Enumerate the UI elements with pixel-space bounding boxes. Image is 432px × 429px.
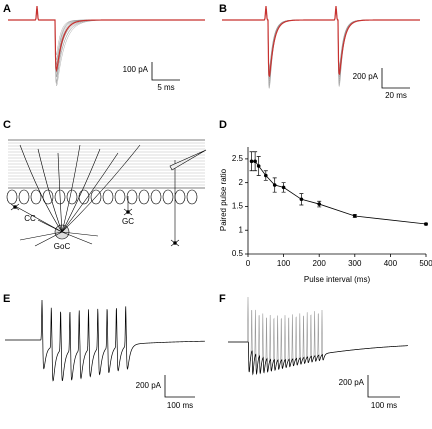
cell-body xyxy=(10,203,20,211)
dendrite xyxy=(61,144,141,233)
scale-bar xyxy=(367,375,400,398)
trace xyxy=(222,5,420,79)
scale-bar xyxy=(151,62,180,81)
dendrite xyxy=(57,152,63,233)
dendrite xyxy=(61,144,81,233)
granule-cell xyxy=(174,189,186,205)
data-point xyxy=(299,197,304,202)
scale-label: 100 pA xyxy=(123,65,149,74)
scale-label: 200 pA xyxy=(353,72,379,81)
trace xyxy=(222,5,420,76)
x-tick-label: 200 xyxy=(313,259,327,268)
dendrite xyxy=(19,231,63,241)
dendrite xyxy=(61,152,119,233)
diagram-label: GoC xyxy=(54,242,71,251)
circuit-diagram xyxy=(6,139,207,247)
scale-label: 100 ms xyxy=(371,401,397,410)
granule-cell xyxy=(66,189,78,205)
granule-cell xyxy=(126,189,138,205)
y-tick-label: 1 xyxy=(239,225,244,234)
y-tick-label: 2.5 xyxy=(232,154,244,163)
cell-bodies xyxy=(10,203,180,247)
x-axis-title: Pulse interval (ms) xyxy=(304,275,371,284)
trace xyxy=(222,5,420,83)
mean-trace xyxy=(8,5,205,73)
trace xyxy=(222,5,420,85)
granule-cell xyxy=(162,189,174,205)
trace xyxy=(228,341,409,376)
y-axis-title: Paired pulse ratio xyxy=(219,168,228,231)
dendrites xyxy=(19,144,141,247)
data-point xyxy=(249,159,254,164)
panel-label: A xyxy=(3,3,11,15)
scale-bar xyxy=(164,375,195,398)
scale-label: 20 ms xyxy=(385,91,407,100)
trace xyxy=(222,5,420,81)
panel-label: C xyxy=(3,119,11,131)
x-tick-label: 300 xyxy=(348,259,362,268)
trace xyxy=(222,5,420,78)
dendrite xyxy=(37,148,63,233)
granule-cell xyxy=(150,189,162,205)
dendrite xyxy=(61,231,93,245)
granule-cells xyxy=(6,189,198,205)
mean-trace xyxy=(222,5,420,78)
panel-label: D xyxy=(219,119,227,131)
data-point xyxy=(256,164,261,168)
x-tick-label: 400 xyxy=(384,259,398,268)
x-tick-label: 500 xyxy=(419,259,432,268)
trace xyxy=(5,299,205,382)
data-line xyxy=(251,160,427,225)
scale-label: 200 pA xyxy=(339,378,365,387)
data-point xyxy=(281,185,286,190)
dendrite xyxy=(19,144,63,233)
panel-label: E xyxy=(3,293,10,305)
trace xyxy=(222,5,420,72)
granule-cell xyxy=(42,189,54,205)
data-point xyxy=(317,202,322,206)
granule-cell xyxy=(6,189,18,205)
trace xyxy=(222,5,420,74)
trace xyxy=(228,296,409,376)
dendrite xyxy=(34,231,63,247)
trace xyxy=(222,5,420,70)
y-tick-label: 0.5 xyxy=(232,249,244,258)
x-tick-label: 100 xyxy=(277,259,291,268)
trace xyxy=(222,5,420,68)
granule-cell xyxy=(186,189,198,205)
x-tick-label: 0 xyxy=(246,259,251,268)
diagram-label: GC xyxy=(122,217,134,226)
granule-cell xyxy=(138,189,150,205)
dendrite xyxy=(61,148,101,233)
y-tick-label: 1.5 xyxy=(232,202,244,211)
panel-label: F xyxy=(219,293,226,305)
pipette xyxy=(169,149,207,171)
diagram-label: CC xyxy=(24,214,36,223)
scale-bar xyxy=(381,68,410,89)
granule-cell xyxy=(18,189,30,205)
axon xyxy=(14,205,63,233)
granule-cell xyxy=(90,189,102,205)
data-point xyxy=(264,173,268,178)
granule-cell xyxy=(30,189,42,205)
y-tick-label: 2 xyxy=(239,178,244,187)
data-point xyxy=(353,214,357,218)
data-point xyxy=(424,222,428,226)
scale-label: 200 pA xyxy=(136,381,162,390)
granule-cell xyxy=(114,189,126,205)
trace xyxy=(222,5,420,89)
data-point xyxy=(253,159,257,164)
scale-label: 5 ms xyxy=(157,83,174,92)
trace xyxy=(222,5,420,87)
scale-bars xyxy=(151,62,410,398)
cell-body xyxy=(123,208,133,216)
data-point xyxy=(272,183,277,187)
dendrite xyxy=(61,231,99,237)
panel-label: B xyxy=(219,3,227,15)
scale-label: 100 ms xyxy=(167,401,193,410)
cell-body xyxy=(170,239,180,247)
granule-cell xyxy=(102,189,114,205)
